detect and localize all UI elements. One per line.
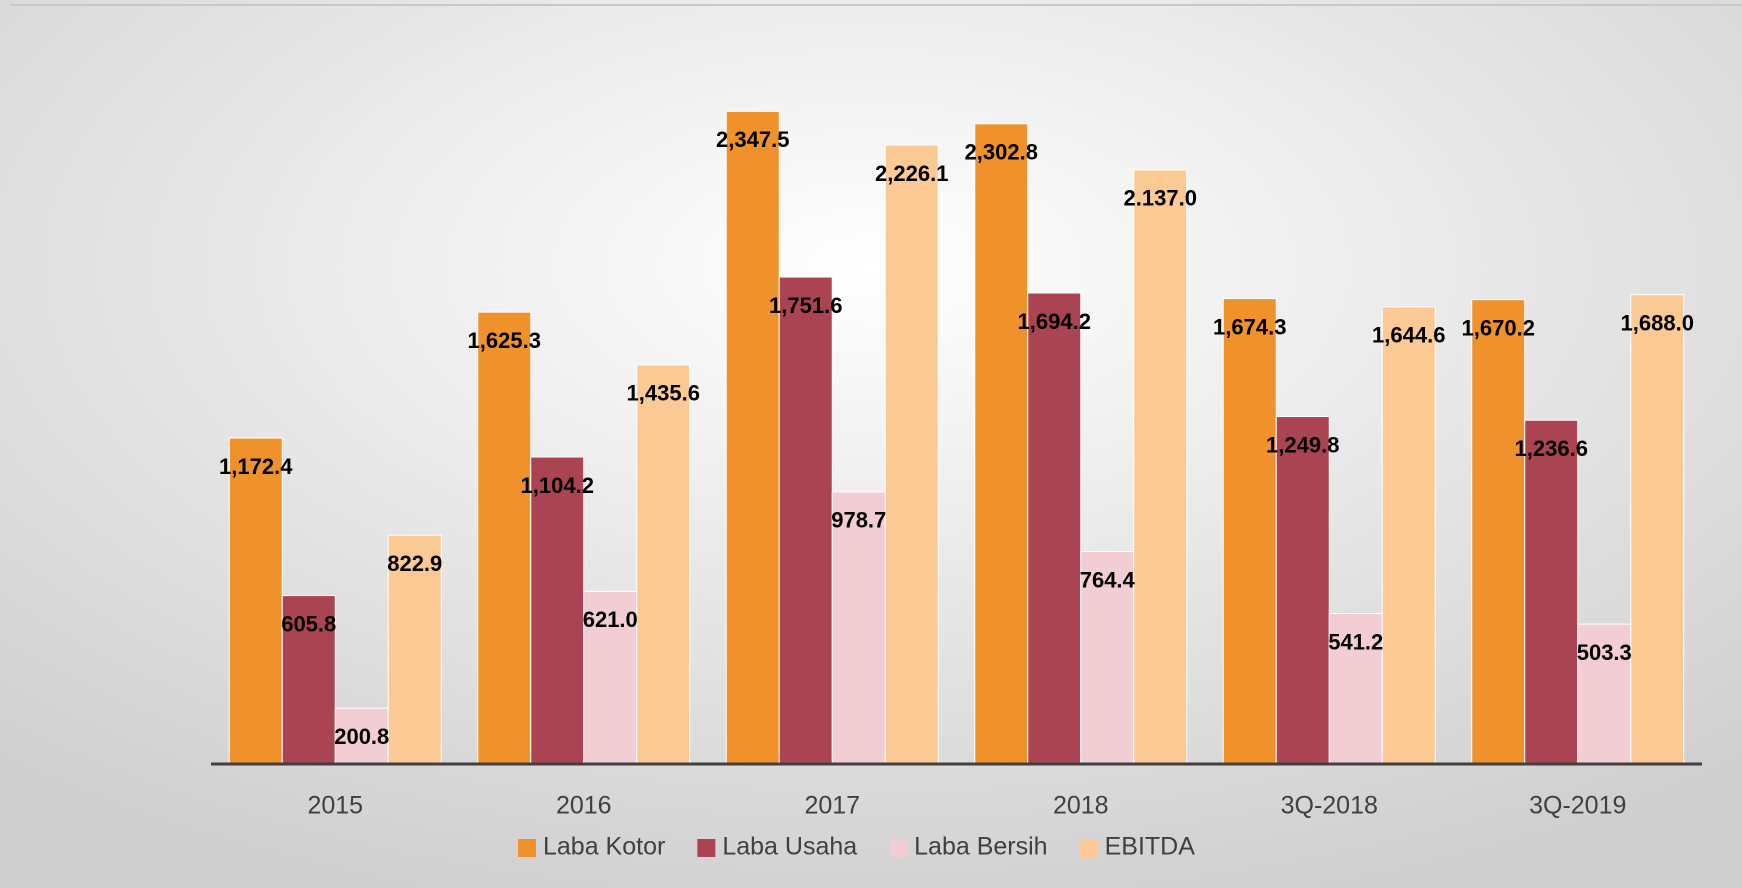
x-tick-label: 2015 — [307, 792, 363, 820]
bar — [387, 534, 442, 765]
bar — [281, 595, 336, 765]
bar — [1222, 298, 1277, 765]
bar — [636, 364, 691, 765]
data-label: 764.4 — [1080, 567, 1136, 592]
bar — [1275, 416, 1330, 765]
data-label: 621.0 — [583, 607, 638, 632]
bar — [778, 276, 833, 765]
bar — [1328, 613, 1383, 765]
x-tick-label: 2017 — [804, 792, 860, 820]
data-label: 2,226.1 — [875, 161, 948, 186]
data-label: 1,670.2 — [1462, 315, 1535, 340]
legend-label: Laba Kotor — [543, 833, 665, 861]
data-label: 978.7 — [831, 508, 886, 533]
legend-label: Laba Usaha — [722, 833, 857, 861]
legend-swatch — [697, 839, 716, 857]
bar — [1630, 294, 1685, 765]
data-label: 605.8 — [281, 611, 336, 636]
data-label: 200.8 — [334, 724, 389, 749]
bar — [530, 456, 585, 765]
data-label: 2,347.5 — [716, 127, 789, 152]
data-label: 1,104.2 — [521, 473, 594, 498]
data-label: 541.2 — [1328, 629, 1383, 654]
data-label: 822.9 — [387, 551, 442, 576]
x-tick-label: 3Q-2018 — [1281, 792, 1378, 820]
bar — [974, 123, 1029, 765]
bar — [1080, 550, 1135, 765]
bar — [831, 491, 886, 765]
data-label: 1,435.6 — [627, 381, 700, 406]
legend-swatch — [889, 839, 908, 857]
legend-label: Laba Bersih — [914, 833, 1047, 861]
data-label: 1,249.8 — [1266, 432, 1339, 457]
legend-swatch — [518, 839, 536, 857]
bar — [1133, 169, 1188, 765]
data-label: 1,625.3 — [468, 328, 541, 353]
bar — [1027, 292, 1082, 765]
bar — [1524, 419, 1579, 765]
data-label: 1,674.3 — [1213, 314, 1286, 339]
x-tick-label: 2016 — [556, 792, 612, 820]
bar — [477, 311, 532, 765]
legend-swatch — [1079, 839, 1098, 857]
bar — [583, 590, 638, 765]
data-label: 1,644.6 — [1372, 323, 1445, 348]
bar — [228, 437, 283, 765]
data-label: 1,172.4 — [219, 454, 293, 479]
legend-label: EBITDA — [1105, 833, 1196, 861]
bar — [725, 110, 780, 765]
data-label: 1,694.2 — [1018, 309, 1091, 334]
data-label: 1,751.6 — [769, 293, 842, 318]
x-tick-label: 3Q-2019 — [1529, 792, 1626, 820]
bar — [1471, 299, 1526, 765]
data-label: 1,236.6 — [1515, 436, 1588, 461]
data-label: 503.3 — [1577, 640, 1632, 665]
bar — [1381, 306, 1436, 765]
data-label: 2.137.0 — [1124, 186, 1197, 211]
data-label: 1,688.0 — [1621, 311, 1694, 336]
bar — [884, 144, 939, 765]
data-label: 2,302.8 — [965, 140, 1038, 165]
x-tick-label: 2018 — [1053, 792, 1109, 820]
